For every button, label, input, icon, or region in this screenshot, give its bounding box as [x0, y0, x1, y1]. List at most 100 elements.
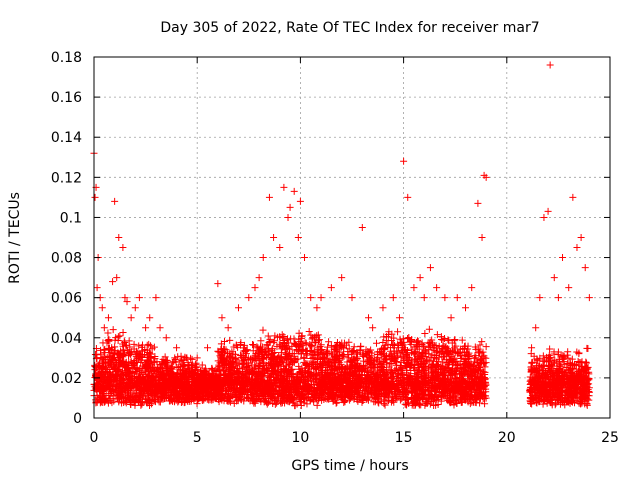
data-point [269, 363, 277, 371]
data-point [257, 378, 265, 386]
data-point [100, 390, 108, 398]
data-point [108, 356, 116, 364]
data-point [141, 387, 149, 395]
data-point [313, 395, 321, 403]
data-point [349, 348, 357, 356]
data-point [251, 351, 259, 359]
data-point [125, 365, 133, 373]
data-point [249, 395, 257, 403]
data-point [374, 354, 382, 362]
data-point [159, 382, 167, 390]
data-point [350, 343, 358, 351]
data-point [346, 365, 354, 373]
data-point [195, 394, 203, 402]
data-point [154, 381, 162, 389]
data-point [125, 337, 133, 345]
data-point [232, 378, 240, 386]
data-point [208, 364, 216, 372]
data-point [324, 377, 332, 385]
data-point [234, 395, 242, 403]
data-point [240, 385, 248, 393]
data-point [155, 386, 163, 394]
data-point [292, 379, 300, 387]
data-point [285, 360, 293, 368]
data-point [171, 354, 179, 362]
data-point [306, 383, 314, 391]
data-point [295, 342, 303, 350]
data-point [344, 351, 352, 359]
data-point [336, 348, 344, 356]
data-point [281, 395, 289, 403]
data-point [135, 342, 143, 350]
data-point [179, 394, 187, 402]
data-point [104, 329, 112, 337]
data-point [264, 332, 272, 340]
data-point [263, 341, 271, 349]
data-point [299, 340, 307, 348]
data-point [337, 371, 345, 379]
data-point [345, 374, 353, 382]
data-point [270, 337, 278, 345]
data-point [258, 354, 266, 362]
data-point [119, 351, 127, 359]
data-point [293, 377, 301, 385]
data-point [126, 350, 134, 358]
data-point [163, 367, 171, 375]
data-point [307, 387, 315, 395]
data-point [144, 352, 152, 360]
data-point [102, 386, 110, 394]
data-point [162, 389, 170, 397]
data-point [257, 337, 265, 345]
data-point [184, 385, 192, 393]
data-point [225, 395, 233, 403]
data-point [266, 391, 274, 399]
data-point [236, 351, 244, 359]
data-point [369, 362, 377, 370]
data-point [201, 391, 209, 399]
data-point [223, 375, 231, 383]
data-point [262, 348, 270, 356]
data-point [324, 380, 332, 388]
data-point [228, 377, 236, 385]
data-point [268, 355, 276, 363]
data-point [268, 350, 276, 358]
data-point [232, 367, 240, 375]
data-point [250, 341, 258, 349]
data-point [153, 358, 161, 366]
data-point [298, 364, 306, 372]
data-point [145, 340, 153, 348]
data-point [222, 356, 230, 364]
data-point [178, 395, 186, 403]
data-point [172, 358, 180, 366]
data-point [168, 369, 176, 377]
data-point [257, 346, 265, 354]
data-point [291, 402, 299, 410]
data-point [117, 347, 125, 355]
data-point [357, 362, 365, 370]
data-point [279, 380, 287, 388]
data-point [271, 376, 279, 384]
data-point [311, 338, 319, 346]
data-point [136, 391, 144, 399]
data-point [354, 359, 362, 367]
data-point [161, 353, 169, 361]
data-point [298, 386, 306, 394]
data-point [332, 363, 340, 371]
data-point [295, 362, 303, 370]
data-point [194, 375, 202, 383]
data-point [100, 382, 108, 390]
data-point [359, 351, 367, 359]
data-point [107, 397, 115, 405]
data-point [201, 380, 209, 388]
data-point [145, 391, 153, 399]
data-point [241, 353, 249, 361]
data-point [100, 353, 108, 361]
data-point [155, 377, 163, 385]
data-point [176, 378, 184, 386]
data-point [357, 394, 365, 402]
data-point [127, 375, 135, 383]
data-point [208, 396, 216, 404]
data-point [99, 356, 107, 364]
data-point [119, 328, 127, 336]
